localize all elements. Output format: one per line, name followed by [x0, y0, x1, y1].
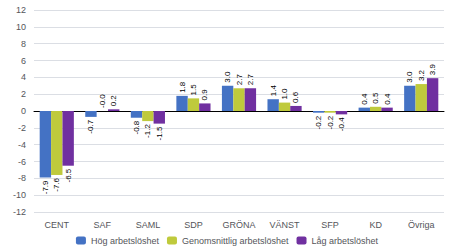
- svg-text:CENT: CENT: [45, 220, 70, 230]
- svg-text:-0.0: -0.0: [98, 94, 107, 108]
- svg-text:Låg arbetslöshet: Låg arbetslöshet: [312, 236, 379, 246]
- svg-text:0.4: 0.4: [360, 93, 369, 105]
- svg-text:Hög arbetslöshet: Hög arbetslöshet: [91, 236, 160, 246]
- svg-text:-1.2: -1.2: [143, 124, 152, 138]
- svg-text:-12: -12: [13, 207, 26, 217]
- svg-text:3.0: 3.0: [223, 71, 232, 83]
- svg-text:-0.7: -0.7: [86, 119, 95, 133]
- svg-text:8: 8: [21, 39, 26, 49]
- svg-text:GRÖNA: GRÖNA: [222, 220, 255, 230]
- svg-text:1.5: 1.5: [189, 84, 198, 96]
- svg-text:-1.5: -1.5: [155, 126, 164, 140]
- svg-text:-6.5: -6.5: [64, 168, 73, 182]
- svg-text:-0.2: -0.2: [326, 115, 335, 129]
- svg-text:SAF: SAF: [94, 220, 112, 230]
- svg-text:-2: -2: [18, 123, 26, 133]
- svg-text:KD: KD: [369, 220, 382, 230]
- svg-text:10: 10: [16, 22, 26, 32]
- svg-text:2: 2: [21, 89, 26, 99]
- svg-text:SDP: SDP: [184, 220, 203, 230]
- svg-text:-6: -6: [18, 157, 26, 167]
- svg-text:0.6: 0.6: [291, 91, 300, 103]
- svg-text:1.0: 1.0: [280, 88, 289, 100]
- svg-text:0: 0: [21, 106, 26, 116]
- svg-text:1.4: 1.4: [269, 85, 278, 97]
- svg-text:-7.9: -7.9: [41, 180, 50, 194]
- svg-text:-0.8: -0.8: [132, 120, 141, 134]
- svg-text:-10: -10: [13, 190, 26, 200]
- svg-text:2.7: 2.7: [246, 74, 255, 86]
- svg-text:-8: -8: [18, 173, 26, 183]
- svg-text:-7.6: -7.6: [52, 177, 61, 191]
- svg-text:12: 12: [16, 5, 26, 15]
- svg-text:-4: -4: [18, 140, 26, 150]
- svg-text:VÄNST: VÄNST: [270, 220, 301, 230]
- svg-text:0.2: 0.2: [109, 95, 118, 107]
- svg-text:-0.2: -0.2: [314, 115, 323, 129]
- svg-text:4: 4: [21, 72, 26, 82]
- svg-text:Genomsnittlig arbetslöshet: Genomsnittlig arbetslöshet: [182, 236, 289, 246]
- svg-text:2.7: 2.7: [235, 74, 244, 86]
- svg-text:0.4: 0.4: [383, 93, 392, 105]
- svg-text:Övriga: Övriga: [408, 220, 435, 230]
- svg-text:0.5: 0.5: [371, 92, 380, 104]
- svg-text:0.9: 0.9: [200, 89, 209, 101]
- svg-text:SFP: SFP: [321, 220, 339, 230]
- svg-text:6: 6: [21, 56, 26, 66]
- svg-text:1.8: 1.8: [178, 81, 187, 93]
- svg-text:SAML: SAML: [136, 220, 161, 230]
- svg-text:3.2: 3.2: [417, 69, 426, 81]
- svg-text:3.9: 3.9: [428, 64, 437, 76]
- svg-text:-0.4: -0.4: [337, 117, 346, 131]
- svg-text:3.0: 3.0: [405, 71, 414, 83]
